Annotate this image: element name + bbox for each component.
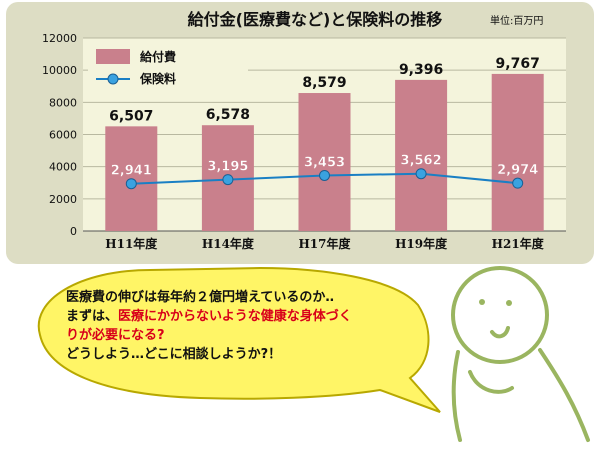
figure-eye-left (479, 299, 485, 305)
x-tick-label: H17年度 (298, 236, 351, 251)
legend-swatch-bar (96, 49, 130, 64)
x-tick-label: H11年度 (105, 236, 158, 251)
legend-label-bar: 給付費 (140, 49, 176, 64)
line-data-label: 3,195 (207, 160, 248, 175)
figure-mouth (490, 326, 510, 339)
legend: 給付費 保険料 (88, 44, 248, 88)
line-point (512, 177, 524, 189)
bubble-line-4: どうしよう…どこに相談しようか?！ (66, 347, 282, 362)
y-axis: 0 2000 4000 6000 8000 10000 12000 (42, 32, 77, 238)
bubble-text: 医療費の伸びは毎年約２億円増えているのか‥ まずは、医療にかからないような健康な… (66, 288, 406, 364)
bar-data-label: 9,396 (399, 62, 443, 78)
figure-eye-right (506, 300, 512, 306)
bar-data-label: 6,507 (109, 108, 153, 124)
y-tick-label: 10000 (42, 64, 77, 77)
line-data-label: 3,562 (401, 154, 442, 169)
bar (491, 73, 544, 231)
figure-body-left (451, 350, 462, 442)
y-tick-label: 8000 (49, 96, 77, 109)
line-point (222, 174, 234, 186)
line-point (125, 178, 137, 190)
bar-data-label: 6,578 (206, 107, 250, 123)
bubble-line-2-prefix: まずは、 (66, 309, 119, 324)
bar (395, 79, 448, 231)
bar-labels: 6,507 6,578 8,579 9,396 9,767 (109, 56, 540, 124)
x-axis: H11年度 H14年度 H17年度 H19年度 H21年度 (105, 236, 544, 251)
legend-label-line: 保険料 (139, 71, 176, 86)
bubble-line-1: 医療費の伸びは毎年約２億円増えているのか‥ (66, 290, 335, 305)
x-tick-label: H19年度 (395, 236, 448, 251)
bar-series (105, 73, 544, 231)
bar (298, 93, 351, 231)
figure-head (451, 266, 549, 364)
legend-marker (107, 73, 119, 85)
line-data-label: 2,941 (111, 164, 152, 179)
y-tick-label: 4000 (49, 161, 77, 174)
bar-data-label: 9,767 (496, 56, 540, 72)
unit-label: 単位:百万円 (490, 16, 544, 27)
figure-arm (468, 370, 514, 394)
bubble-line-2: まずは、医療にかからないような健康な身体づく (66, 307, 406, 326)
x-tick-label: H21年度 (492, 236, 545, 251)
y-tick-label: 0 (70, 225, 77, 238)
line-point (415, 168, 427, 180)
bubble-shape (37, 266, 441, 413)
chart-title: 給付金(医療費など)と保険料の推移 (187, 10, 443, 29)
y-tick-label: 12000 (42, 32, 77, 45)
x-tick-label: H14年度 (202, 236, 255, 251)
bar-data-label: 8,579 (302, 75, 346, 91)
y-tick-label: 6000 (49, 129, 77, 142)
line-data-label: 2,974 (497, 163, 538, 178)
line-series: 2,941 3,195 3,453 3,562 2,974 (111, 154, 538, 190)
speech-bubble (37, 266, 441, 413)
y-tick-label: 2000 (49, 193, 77, 206)
bubble-line-2-red: 医療にかからないような健康な身体づく (118, 309, 352, 324)
line-point (319, 169, 330, 181)
thinking-figure (451, 266, 590, 442)
figure-body-right (538, 348, 590, 442)
bubble-line-3: りが必要になる? (66, 328, 165, 343)
line-data-label: 3,453 (304, 155, 345, 170)
